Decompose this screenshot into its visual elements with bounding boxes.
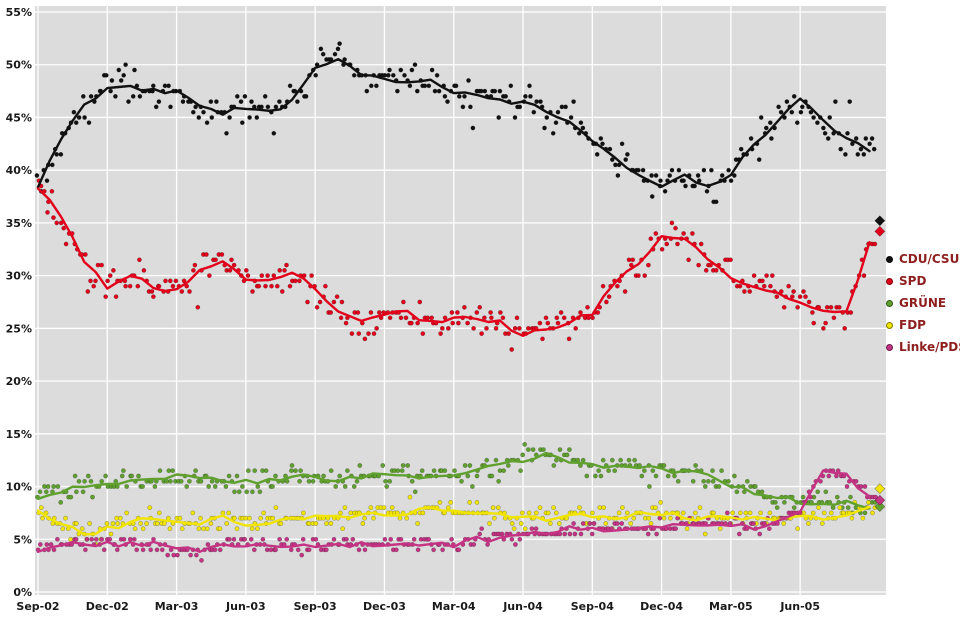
- svg-text:15%: 15%: [6, 428, 32, 441]
- svg-text:Mar-04: Mar-04: [432, 600, 476, 613]
- legend-dot-cdu-csu-icon: [886, 256, 893, 263]
- svg-text:0%: 0%: [13, 586, 32, 599]
- legend-label-spd: SPD: [899, 274, 927, 288]
- svg-text:55%: 55%: [6, 6, 32, 19]
- svg-text:Mar-05: Mar-05: [709, 600, 753, 613]
- svg-text:Jun-04: Jun-04: [502, 600, 543, 613]
- legend-dot-linke-pds-icon: [886, 344, 893, 351]
- legend-item-spd: SPD: [886, 275, 960, 288]
- legend-item-fdp: FDP: [886, 319, 960, 332]
- svg-text:Sep-03: Sep-03: [294, 600, 337, 613]
- svg-text:Jun-03: Jun-03: [225, 600, 266, 613]
- svg-text:Dec-02: Dec-02: [86, 600, 129, 613]
- legend-label-fdp: FDP: [899, 318, 926, 332]
- svg-text:25%: 25%: [6, 322, 32, 335]
- svg-text:45%: 45%: [6, 111, 32, 124]
- chart-legend: CDU/CSU SPD GRÜNE FDP Linke/PDS: [886, 253, 960, 354]
- svg-text:Dec-03: Dec-03: [363, 600, 406, 613]
- svg-text:40%: 40%: [6, 164, 32, 177]
- svg-text:Mar-03: Mar-03: [155, 600, 199, 613]
- svg-text:10%: 10%: [6, 481, 32, 494]
- svg-text:20%: 20%: [6, 375, 32, 388]
- svg-text:5%: 5%: [13, 533, 32, 546]
- svg-text:Sep-02: Sep-02: [16, 600, 59, 613]
- svg-text:50%: 50%: [6, 59, 32, 72]
- svg-text:Jun-05: Jun-05: [779, 600, 820, 613]
- svg-text:35%: 35%: [6, 217, 32, 230]
- svg-text:Dec-04: Dec-04: [640, 600, 683, 613]
- legend-item-linke-pds: Linke/PDS: [886, 341, 960, 354]
- legend-dot-fdp-icon: [886, 322, 893, 329]
- legend-dot-gruene-icon: [886, 300, 893, 307]
- svg-text:Sep-04: Sep-04: [571, 600, 614, 613]
- legend-label-cdu-csu: CDU/CSU: [899, 252, 960, 266]
- svg-text:30%: 30%: [6, 270, 32, 283]
- legend-item-cdu-csu: CDU/CSU: [886, 253, 960, 266]
- legend-label-gruene: GRÜNE: [899, 296, 947, 310]
- legend-item-gruene: GRÜNE: [886, 297, 960, 310]
- legend-label-linke-pds: Linke/PDS: [899, 340, 960, 354]
- legend-dot-spd-icon: [886, 278, 893, 285]
